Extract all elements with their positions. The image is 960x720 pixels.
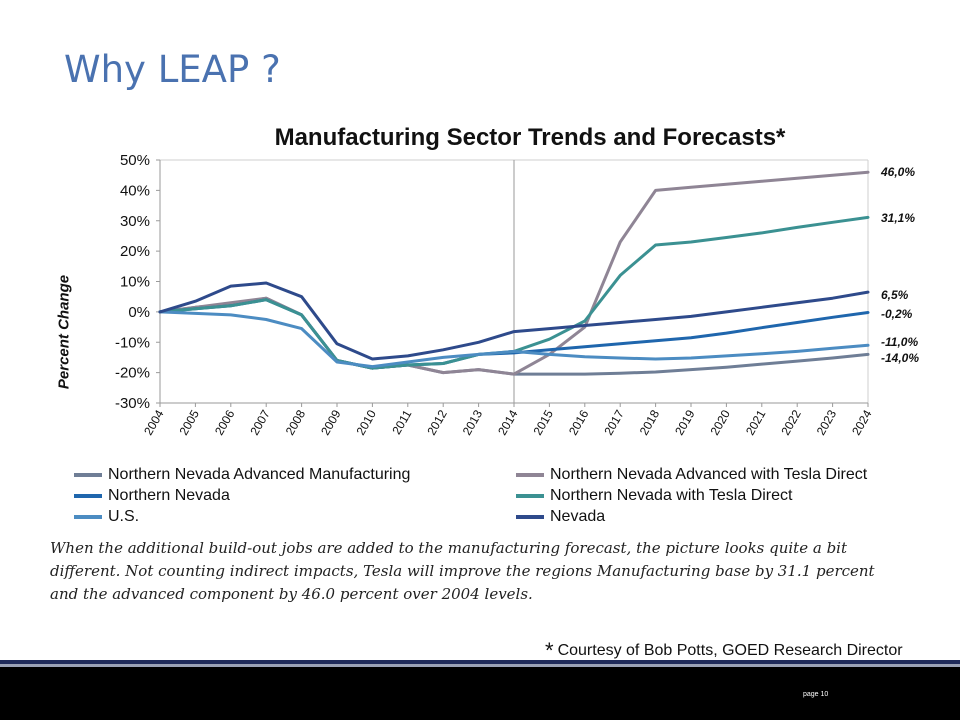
legend-item: Northern Nevada xyxy=(74,486,516,506)
legend-item: Northern Nevada Advanced Manufacturing xyxy=(74,465,516,485)
y-tick-label: 40% xyxy=(120,182,150,199)
x-tick-label: 2011 xyxy=(389,407,414,437)
y-tick-label: -20% xyxy=(115,365,150,382)
y-tick-label: 10% xyxy=(120,274,150,291)
legend-label: Nevada xyxy=(550,508,606,525)
y-tick-label: 20% xyxy=(120,243,150,260)
legend-item: Nevada xyxy=(516,507,916,527)
x-tick-label: 2009 xyxy=(318,407,344,437)
chart-title: Manufacturing Sector Trends and Forecast… xyxy=(274,124,786,151)
footer-rule-accent xyxy=(0,664,960,667)
y-tick-label: -30% xyxy=(115,395,150,412)
y-tick-label: 50% xyxy=(120,152,150,169)
legend-swatch xyxy=(516,494,544,498)
end-value-label: 31,1% xyxy=(881,211,915,225)
x-tick-label: 2023 xyxy=(814,407,840,437)
end-value-label: 6,5% xyxy=(881,288,909,302)
x-tick-label: 2012 xyxy=(424,407,450,437)
series-line xyxy=(158,281,870,361)
x-tick-label: 2006 xyxy=(212,407,238,437)
legend-swatch xyxy=(74,473,102,477)
x-tick-label: 2013 xyxy=(460,407,486,437)
legend-label: Northern Nevada Advanced Manufacturing xyxy=(108,466,411,483)
y-tick-label: 0% xyxy=(128,304,150,321)
credit-text: Courtesy of Bob Potts, GOED Research Dir… xyxy=(557,642,903,659)
legend-item: Northern Nevada with Tesla Direct xyxy=(516,486,916,506)
chart-legend: Northern Nevada Advanced Manufacturing N… xyxy=(74,465,934,527)
x-tick-label: 2007 xyxy=(247,407,273,437)
footer-rule xyxy=(0,660,960,664)
legend-label: Northern Nevada xyxy=(108,487,230,504)
footer-bar xyxy=(0,667,960,720)
x-tick-label: 2017 xyxy=(601,407,627,437)
end-value-label: -0,2% xyxy=(881,307,913,321)
legend-label: Northern Nevada Advanced with Tesla Dire… xyxy=(550,466,868,483)
x-tick-label: 2020 xyxy=(708,407,734,437)
end-value-label: -14,0% xyxy=(881,351,919,365)
end-value-label: -11,0% xyxy=(881,335,918,349)
x-tick-label: 2022 xyxy=(778,407,804,437)
x-tick-label: 2019 xyxy=(672,407,698,437)
series-line xyxy=(158,310,870,369)
page-number: page 10 xyxy=(803,691,829,698)
series-line xyxy=(158,298,870,370)
series-line xyxy=(158,170,870,376)
x-tick-label: 2014 xyxy=(495,407,521,437)
series-line xyxy=(158,215,870,370)
x-tick-label: 2016 xyxy=(566,407,592,437)
legend-item: U.S. xyxy=(74,507,516,527)
legend-swatch xyxy=(74,515,102,519)
y-tick-label: -10% xyxy=(115,334,150,351)
legend-label: U.S. xyxy=(108,508,140,525)
credit-note: * Courtesy of Bob Potts, GOED Research Di… xyxy=(545,638,960,664)
legend-swatch xyxy=(516,473,544,477)
x-tick-label: 2018 xyxy=(637,407,663,437)
y-axis-label: Percent Change xyxy=(55,274,73,390)
legend-label: Northern Nevada with Tesla Direct xyxy=(550,487,793,504)
y-tick-label: 30% xyxy=(120,213,150,230)
x-tick-label: 2004 xyxy=(141,407,167,437)
x-tick-label: 2021 xyxy=(743,407,769,437)
legend-swatch xyxy=(516,515,544,519)
series-line xyxy=(158,296,870,376)
x-tick-label: 2015 xyxy=(531,407,557,437)
legend-item: Northern Nevada Advanced with Tesla Dire… xyxy=(516,465,916,485)
credit-asterisk: * xyxy=(545,638,554,663)
x-tick-label: 2010 xyxy=(354,407,380,437)
legend-swatch xyxy=(74,494,102,498)
x-tick-label: 2005 xyxy=(177,407,203,437)
x-tick-label: 2008 xyxy=(283,407,309,437)
slide-title: Why LEAP ? xyxy=(64,48,281,91)
slide-caption: When the additional build-out jobs are a… xyxy=(50,539,875,603)
x-tick-label: 2024 xyxy=(849,407,875,437)
end-value-label: 46,0% xyxy=(880,165,915,179)
